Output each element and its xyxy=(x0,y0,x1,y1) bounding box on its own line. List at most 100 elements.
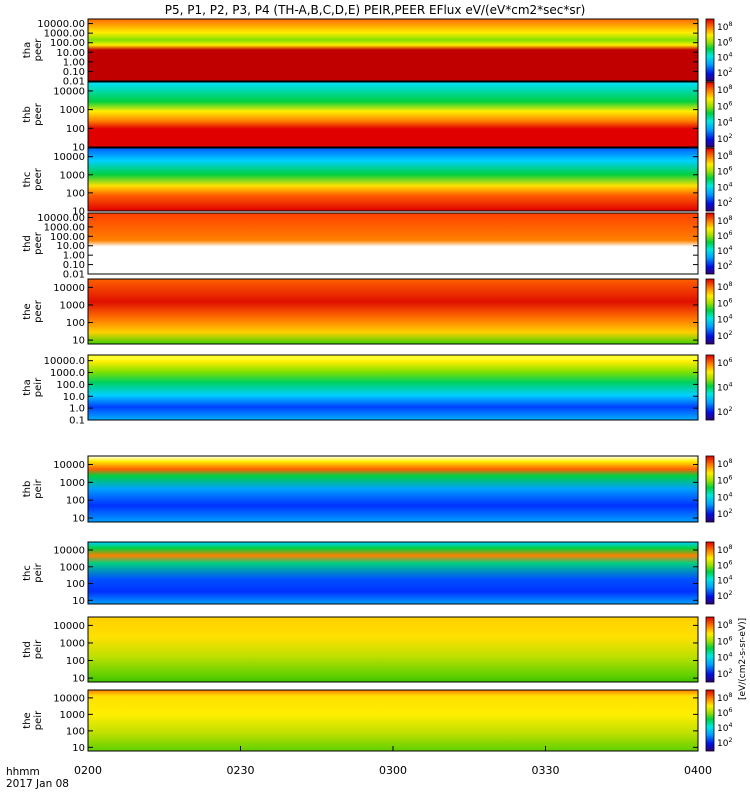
y-tick-label: 1000 xyxy=(60,170,85,181)
spectrogram xyxy=(88,19,698,81)
y-tick-label: 1000 xyxy=(60,300,85,311)
colorbar-units-label: [eV/(cm2-s-sr-eV)] xyxy=(738,618,748,700)
colorbar-tick-label: 104 xyxy=(717,575,732,587)
spectrogram xyxy=(88,279,698,344)
colorbar-tick-label: 102 xyxy=(717,260,732,272)
panel-frame xyxy=(87,147,699,212)
panel-thc-peer: 10000 1000 100 10 thc peer 108 106 104 102 xyxy=(22,147,732,218)
colorbar-tick-label: 106 xyxy=(717,297,732,309)
y-tick-label: 1000 xyxy=(60,478,85,489)
panel-thb-peir: 10000 1000 100 10 thb peir 108 106 104 102 xyxy=(22,455,732,525)
y-tick-label: 10000 xyxy=(53,283,85,294)
spectrogram xyxy=(88,213,698,274)
panel-species-label: peir xyxy=(33,377,44,397)
x-tick-label: 0200 xyxy=(74,764,102,777)
y-tick-label: 0.01 xyxy=(63,270,85,281)
panel-probe-label: tha xyxy=(22,42,33,58)
colorbar-tick-label: 104 xyxy=(717,491,732,503)
spectrogram xyxy=(88,355,698,420)
panel-frame xyxy=(87,18,699,82)
plot-title: P5, P1, P2, P3, P4 (TH-A,B,C,D,E) PEIR,P… xyxy=(165,3,586,17)
y-tick-label: 1000 xyxy=(60,562,85,573)
panel-species-label: peir xyxy=(33,710,44,730)
colorbar-tick-label: 104 xyxy=(717,245,732,257)
colorbar-tick-label: 104 xyxy=(717,722,732,734)
panel-frame xyxy=(87,616,699,683)
panel-thd-peir: 10000 1000 100 10 thd peir 108 106 104 102 xyxy=(22,616,732,685)
y-tick-label: 10000.00 xyxy=(37,19,85,30)
y-tick-label: 100 xyxy=(66,124,85,135)
y-tick-label: 1.0 xyxy=(69,404,85,415)
y-tick-label: 0.1 xyxy=(69,416,85,427)
x-tick-label: 0330 xyxy=(532,764,560,777)
colorbar-tick-label: 108 xyxy=(717,692,732,704)
time-axis: hhmm 2017 Jan 08 0200 0230 0300 0330 0400 xyxy=(6,746,712,790)
colorbar-tick-label: 108 xyxy=(717,544,732,556)
y-tick-label: 100 xyxy=(66,496,85,507)
colorbar-tick-label: 104 xyxy=(717,181,732,193)
x-tick-label: 0400 xyxy=(684,764,712,777)
spectrogram xyxy=(88,690,698,751)
colorbar-tick-label: 104 xyxy=(717,52,732,64)
panel-frame xyxy=(87,212,699,275)
y-tick-label: 100 xyxy=(66,656,85,667)
y-tick-label: 10 xyxy=(72,596,85,607)
x-tick-label: 0230 xyxy=(227,764,255,777)
colorbar-tick-label: 106 xyxy=(717,357,732,369)
panel-the-peer: 10000 1000 100 10 the peer 108 106 104 102 xyxy=(22,278,732,347)
time-axis-unit-label: hhmm xyxy=(6,766,40,778)
colorbar-tick-label: 102 xyxy=(717,737,732,749)
y-tick-label: 100.00 xyxy=(50,38,85,49)
y-tick-label: 100.0 xyxy=(56,380,85,391)
colorbar xyxy=(705,616,715,683)
colorbar-tick-label: 108 xyxy=(717,215,732,227)
y-tick-label: 10.0 xyxy=(63,392,85,403)
panel-probe-label: thd xyxy=(22,641,33,658)
colorbar-tick-label: 106 xyxy=(717,559,732,571)
panel-the-peir: 10000 1000 100 10 the peir 108 106 104 102 xyxy=(22,689,732,754)
colorbar xyxy=(705,455,715,523)
panel-species-label: peer xyxy=(33,167,44,191)
colorbar-tick-label: 104 xyxy=(717,652,732,664)
y-tick-label: 1000.00 xyxy=(44,222,85,233)
colorbar xyxy=(705,541,715,605)
y-tick-label: 100 xyxy=(66,579,85,590)
colorbar-tick-label: 106 xyxy=(717,36,732,48)
colorbar-tick-label: 106 xyxy=(717,100,732,112)
colorbar-tick-label: 104 xyxy=(717,117,732,129)
panel-frame xyxy=(87,354,699,421)
colorbar-tick-label: 104 xyxy=(717,314,732,326)
colorbar-tick-label: 108 xyxy=(717,21,732,33)
colorbar-tick-label: 106 xyxy=(717,635,732,647)
colorbar-tick-label: 108 xyxy=(717,281,732,293)
spectrogram xyxy=(88,456,698,522)
y-tick-label: 10 xyxy=(72,143,85,154)
colorbar-tick-label: 108 xyxy=(717,458,732,470)
y-tick-label: 100 xyxy=(66,726,85,737)
y-tick-label: 0.01 xyxy=(63,77,85,88)
colorbar-tick-label: 102 xyxy=(717,197,732,209)
colorbar-tick-label: 106 xyxy=(717,166,732,178)
y-tick-label: 1000 xyxy=(60,105,85,116)
panel-frame xyxy=(87,541,699,605)
colorbar xyxy=(705,18,715,82)
colorbar-tick-label: 102 xyxy=(717,590,732,602)
y-tick-label: 1000.0 xyxy=(50,368,85,379)
y-tick-label: 1000 xyxy=(60,638,85,649)
x-tick-label: 0300 xyxy=(379,764,407,777)
y-tick-label: 10.00 xyxy=(56,48,85,59)
panel-species-label: peer xyxy=(33,38,44,62)
y-tick-label: 10000 xyxy=(53,152,85,163)
y-tick-label: 0.10 xyxy=(63,67,85,78)
panels-group: 10000.001000.00100.0010.001.000.100.01th… xyxy=(22,18,732,754)
colorbar xyxy=(705,81,715,148)
spectrogram xyxy=(88,617,698,682)
panel-probe-label: thb xyxy=(22,106,33,123)
panel-species-label: peer xyxy=(33,299,44,323)
y-tick-label: 100 xyxy=(66,188,85,199)
colorbar xyxy=(705,212,715,275)
colorbar xyxy=(705,689,715,752)
